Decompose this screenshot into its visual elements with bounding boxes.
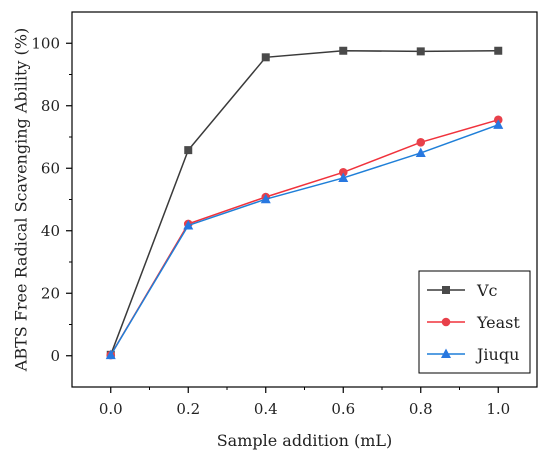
- y-tick-label: 60: [41, 159, 60, 177]
- data-point-jiuqu: [105, 349, 116, 360]
- x-axis: 0.0 0.2 0.4 0.6 0.8 1.0: [99, 387, 510, 418]
- data-point-vc: [261, 53, 270, 62]
- series-jiuqu: [105, 119, 504, 360]
- legend: Vc Yeast Jiuqu: [418, 270, 531, 374]
- data-point-yeast: [338, 168, 348, 177]
- x-tick-label: 0.0: [99, 400, 123, 418]
- data-point-yeast: [416, 138, 426, 147]
- data-point-jiuqu: [415, 147, 426, 157]
- data-point-jiuqu: [493, 119, 504, 129]
- x-tick-label: 1.0: [486, 400, 510, 418]
- legend-item-yeast: Yeast: [427, 313, 520, 332]
- legend-marker-jiuqu: [441, 348, 451, 358]
- x-axis-label: Sample addition (mL): [217, 431, 393, 450]
- x-tick-label: 0.2: [176, 400, 200, 418]
- legend-item-jiuqu: Jiuqu: [427, 345, 519, 364]
- series-line-jiuqu: [110, 124, 499, 356]
- data-point-jiuqu: [260, 193, 271, 204]
- y-tick-label: 20: [41, 284, 60, 302]
- legend-label-vc: Vc: [476, 281, 498, 300]
- y-tick-label: 40: [41, 222, 60, 240]
- data-point-vc: [416, 47, 425, 56]
- y-axis-label: ABTS Free Radical Scavenging Ability (%): [12, 28, 31, 372]
- series-line-vc: [110, 49, 499, 356]
- data-point-jiuqu: [338, 172, 349, 182]
- x-tick-label: 0.8: [409, 400, 433, 418]
- data-point-jiuqu: [183, 219, 194, 230]
- data-point-vc: [184, 146, 193, 155]
- series-layer: [105, 46, 504, 360]
- data-point-vc: [339, 46, 348, 55]
- legend-marker-vc: [442, 286, 450, 294]
- y-tick-label: 100: [31, 34, 60, 52]
- data-point-vc: [494, 46, 503, 55]
- legend-label-jiuqu: Jiuqu: [475, 345, 519, 364]
- y-tick-label: 0: [50, 347, 60, 365]
- y-tick-label: 80: [41, 97, 60, 115]
- legend-marker-yeast: [441, 317, 451, 327]
- x-tick-label: 0.6: [331, 400, 355, 418]
- legend-label-yeast: Yeast: [476, 313, 520, 332]
- legend-item-vc: Vc: [427, 281, 498, 300]
- y-axis: 0 20 40 60 80 100: [31, 34, 72, 365]
- x-tick-label: 0.4: [254, 400, 278, 418]
